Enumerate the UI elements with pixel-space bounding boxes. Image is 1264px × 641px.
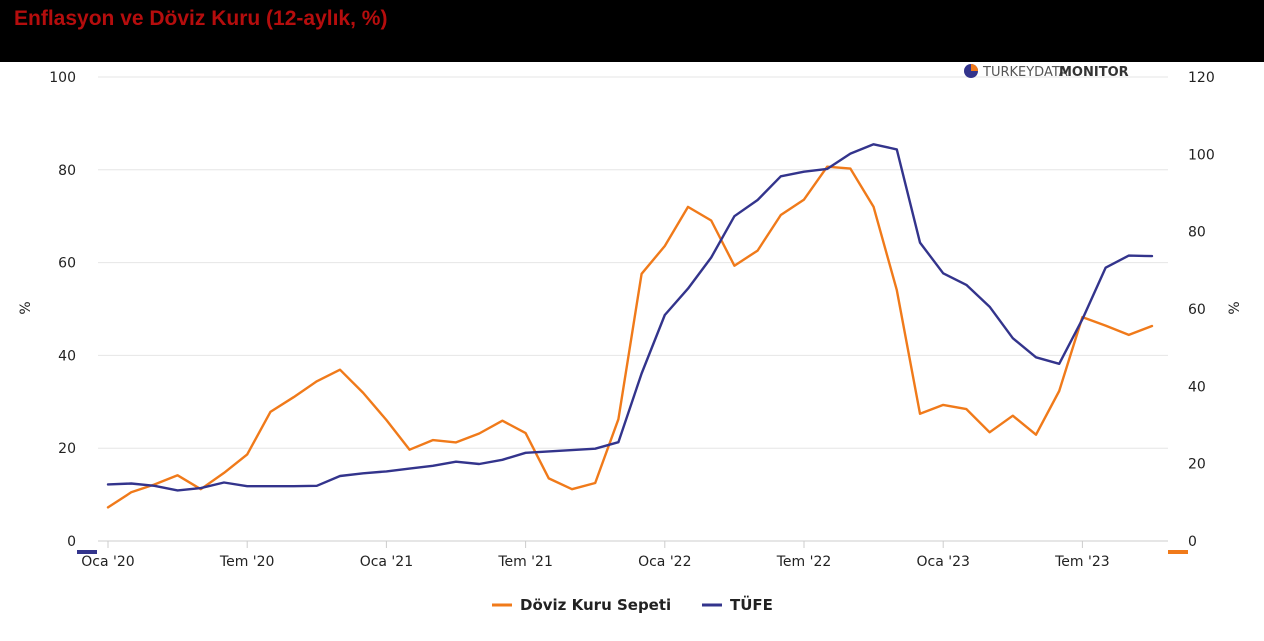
right-tick-label: 0: [1188, 534, 1197, 550]
right-tick-label: 100: [1188, 147, 1215, 163]
right-tick-label: 60: [1188, 302, 1206, 318]
series-lines: [106, 143, 1154, 509]
left-axis-label: %: [18, 301, 34, 314]
x-tick-label: Oca '20: [81, 554, 134, 570]
left-axis-series-marker: [77, 550, 97, 554]
x-tick-label: Oca '22: [638, 554, 691, 570]
right-axis-ticks: 0 20 40 60 80 100 120: [1188, 70, 1215, 550]
right-tick-label: 40: [1188, 379, 1206, 395]
x-axis-ticks: Oca '20 Tem '20 Oca '21 Tem '21 Oca '22 Tem '…: [81, 541, 1110, 570]
legend: Döviz Kuru Sepeti TÜFE: [492, 595, 773, 614]
x-tick-label: Tem '20: [219, 554, 275, 570]
x-tick-label: Tem '23: [1054, 554, 1110, 570]
x-tick-label: Tem '22: [776, 554, 832, 570]
right-tick-label: 80: [1188, 225, 1206, 241]
right-axis-label: %: [1227, 301, 1243, 314]
header-bar: Enflasyon ve Döviz Kuru (12-aylık, %): [0, 0, 1264, 62]
left-tick-label: 20: [58, 441, 76, 457]
right-tick-label: 120: [1188, 70, 1215, 86]
left-tick-label: 40: [58, 348, 76, 364]
left-tick-label: 80: [58, 163, 76, 179]
right-tick-label: 20: [1188, 457, 1206, 473]
left-tick-label: 0: [67, 534, 76, 550]
left-tick-label: 60: [58, 256, 76, 272]
x-tick-label: Oca '23: [916, 554, 969, 570]
right-axis-series-marker: [1168, 550, 1188, 554]
watermark-text-a: TURKEYDATA: [982, 65, 1068, 80]
left-tick-label: 100: [49, 70, 76, 86]
legend-item-tufe[interactable]: TÜFE: [730, 595, 773, 614]
left-axis-ticks: 0 20 40 60 80 100: [49, 70, 76, 550]
globe-icon-accent: [971, 64, 978, 71]
x-tick-label: Oca '21: [360, 554, 413, 570]
watermark-text-b: MONITOR: [1059, 65, 1129, 80]
watermark-logo: TURKEYDATA MONITOR: [964, 64, 1129, 80]
doviz-kuru-line: [106, 165, 1154, 509]
gridlines: [98, 76, 1168, 542]
legend-item-doviz[interactable]: Döviz Kuru Sepeti: [520, 596, 671, 614]
x-tick-label: Tem '21: [497, 554, 553, 570]
page-title: Enflasyon ve Döviz Kuru (12-aylık, %): [14, 7, 388, 30]
tufe-line: [106, 143, 1154, 492]
